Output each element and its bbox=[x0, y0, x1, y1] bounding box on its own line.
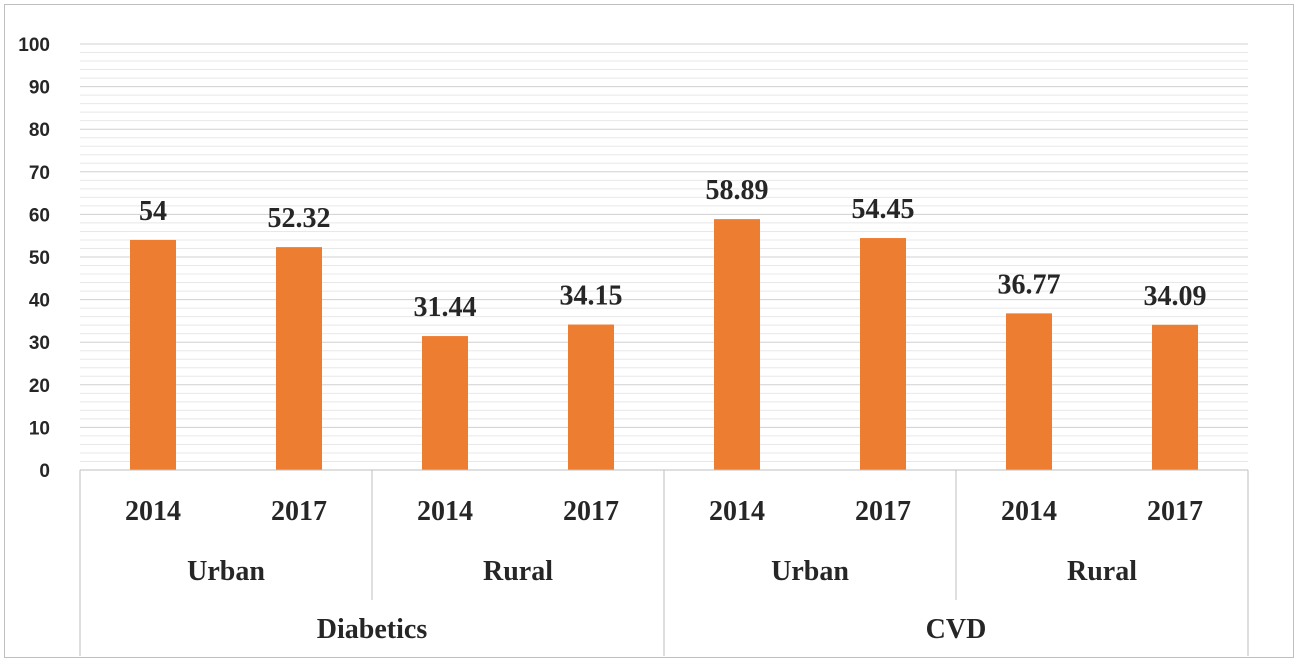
y-tick-label: 20 bbox=[29, 376, 50, 397]
gridlines bbox=[80, 43, 1248, 471]
subgroup-label: Rural bbox=[1067, 556, 1137, 587]
x-tick-label: 2017 bbox=[1147, 496, 1203, 527]
data-label: 54 bbox=[139, 196, 167, 227]
group-label: CVD bbox=[926, 614, 987, 645]
subgroup-label: Urban bbox=[187, 556, 265, 587]
x-tick-label: 2014 bbox=[417, 496, 473, 527]
data-label: 36.77 bbox=[998, 269, 1061, 300]
bar bbox=[714, 219, 760, 470]
bar bbox=[1152, 324, 1198, 470]
y-tick-label: 60 bbox=[29, 205, 50, 226]
data-label: 34.15 bbox=[560, 281, 623, 312]
x-tick-label: 2014 bbox=[125, 496, 181, 527]
data-label: 52.32 bbox=[268, 203, 331, 234]
bar bbox=[130, 239, 176, 470]
y-tick-label: 0 bbox=[39, 461, 50, 482]
x-tick-label: 2014 bbox=[1001, 496, 1057, 527]
x-tick-label: 2017 bbox=[271, 496, 327, 527]
y-tick-label: 10 bbox=[29, 418, 50, 439]
data-label: 54.45 bbox=[852, 194, 915, 225]
data-label: 34.09 bbox=[1144, 281, 1207, 312]
bar bbox=[422, 336, 468, 470]
y-tick-label: 100 bbox=[18, 35, 50, 56]
group-label: Diabetics bbox=[317, 614, 428, 645]
x-tick-label: 2017 bbox=[563, 496, 619, 527]
y-tick-label: 40 bbox=[29, 291, 50, 312]
bar bbox=[568, 324, 614, 470]
y-tick-label: 30 bbox=[29, 333, 50, 354]
y-tick-label: 90 bbox=[29, 78, 50, 99]
y-tick-label: 50 bbox=[29, 248, 50, 269]
y-tick-label: 80 bbox=[29, 120, 50, 141]
bar bbox=[860, 238, 906, 470]
data-label: 58.89 bbox=[706, 175, 769, 206]
x-tick-label: 2014 bbox=[709, 496, 765, 527]
subgroup-label: Rural bbox=[483, 556, 553, 587]
bar bbox=[1006, 313, 1052, 470]
data-label: 31.44 bbox=[414, 292, 477, 323]
y-tick-label: 70 bbox=[29, 163, 50, 184]
x-tick-label: 2017 bbox=[855, 496, 911, 527]
bar bbox=[276, 247, 322, 470]
subgroup-label: Urban bbox=[771, 556, 849, 587]
chart-frame bbox=[4, 4, 1294, 658]
